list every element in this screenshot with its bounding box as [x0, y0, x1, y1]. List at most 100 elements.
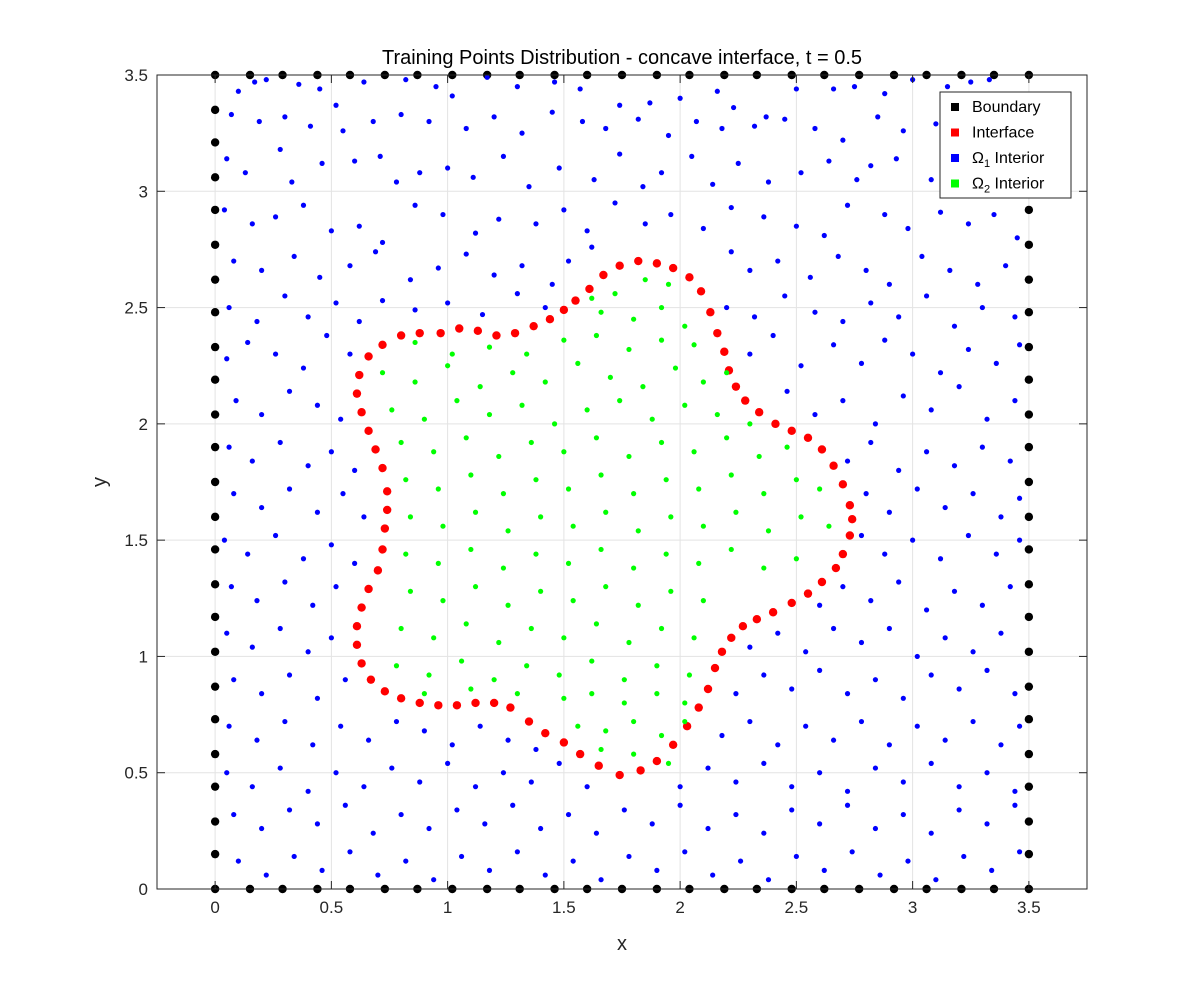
data-point [317, 274, 323, 280]
data-point [506, 703, 515, 712]
data-point [775, 630, 781, 636]
data-point [858, 360, 865, 366]
data-point [993, 551, 999, 557]
data-point [314, 509, 321, 515]
data-point [549, 281, 555, 287]
data-point [826, 158, 832, 164]
data-point [733, 779, 739, 785]
data-point [556, 165, 562, 171]
data-point [933, 121, 939, 127]
data-point [1014, 235, 1020, 241]
data-point [1024, 782, 1034, 791]
data-point [249, 458, 255, 464]
data-point [310, 742, 316, 748]
data-point [817, 602, 823, 608]
data-point [668, 211, 674, 218]
data-point [747, 351, 753, 357]
data-point [575, 360, 581, 366]
data-point [210, 275, 220, 284]
data-point [486, 867, 493, 873]
data-point [821, 867, 827, 873]
data-point [328, 635, 334, 641]
data-point [496, 453, 502, 460]
data-point [445, 760, 451, 767]
data-point [231, 677, 237, 683]
data-point [1024, 817, 1034, 826]
data-point [379, 239, 386, 246]
data-point [747, 421, 753, 427]
data-point [634, 256, 643, 266]
data-point [858, 639, 865, 646]
data-point [603, 728, 609, 734]
data-point [468, 686, 474, 692]
data-point [642, 221, 648, 227]
data-point [631, 565, 637, 571]
data-point [635, 116, 641, 122]
x-tick-label: 0.5 [320, 898, 344, 917]
data-point [951, 463, 958, 469]
data-point [561, 449, 567, 455]
data-point [415, 328, 424, 338]
data-point [696, 486, 702, 492]
data-point [361, 784, 367, 790]
data-point [979, 304, 985, 311]
data-point [951, 588, 958, 594]
data-point [654, 663, 660, 669]
data-point [998, 514, 1004, 520]
data-point [352, 467, 358, 473]
data-point [668, 588, 674, 594]
data-point [928, 407, 934, 413]
data-point [571, 296, 580, 305]
x-tick-label: 3 [908, 898, 917, 917]
data-point [370, 118, 376, 125]
data-point [210, 580, 220, 589]
data-point [561, 207, 567, 213]
data-point [471, 698, 480, 708]
data-point [626, 639, 632, 646]
data-point [849, 849, 855, 855]
data-point [352, 640, 362, 649]
data-point [524, 717, 534, 726]
data-point [970, 649, 976, 655]
data-point [1024, 749, 1034, 759]
data-point [756, 453, 762, 460]
data-point [235, 858, 241, 864]
data-point [784, 388, 790, 394]
data-point [440, 598, 446, 604]
data-point [434, 701, 443, 710]
data-point [691, 342, 697, 348]
data-point [300, 556, 307, 562]
data-point [210, 205, 220, 215]
data-point [896, 579, 902, 585]
data-point [565, 811, 572, 818]
data-point [542, 872, 548, 878]
data-point [210, 782, 220, 791]
data-point [621, 807, 627, 813]
data-point [1012, 398, 1018, 404]
data-point [812, 411, 818, 418]
data-point [677, 95, 683, 101]
data-point [472, 584, 479, 590]
data-point [1024, 580, 1034, 589]
data-point [585, 284, 594, 294]
data-point [551, 421, 558, 427]
data-point [727, 633, 736, 643]
data-point [793, 477, 799, 483]
axes-box [156, 74, 1088, 890]
data-point [538, 514, 544, 520]
data-point [944, 84, 951, 90]
data-point [378, 340, 387, 349]
data-point [584, 228, 590, 234]
data-point [357, 603, 366, 612]
data-point [751, 314, 758, 320]
data-point [435, 486, 441, 492]
data-point [928, 830, 934, 836]
data-point [289, 179, 295, 185]
data-point [263, 872, 269, 878]
data-point [900, 695, 906, 701]
data-point [361, 79, 367, 85]
data-point [317, 86, 323, 92]
data-point [724, 435, 730, 441]
data-point [821, 232, 827, 239]
data-point [682, 402, 688, 408]
